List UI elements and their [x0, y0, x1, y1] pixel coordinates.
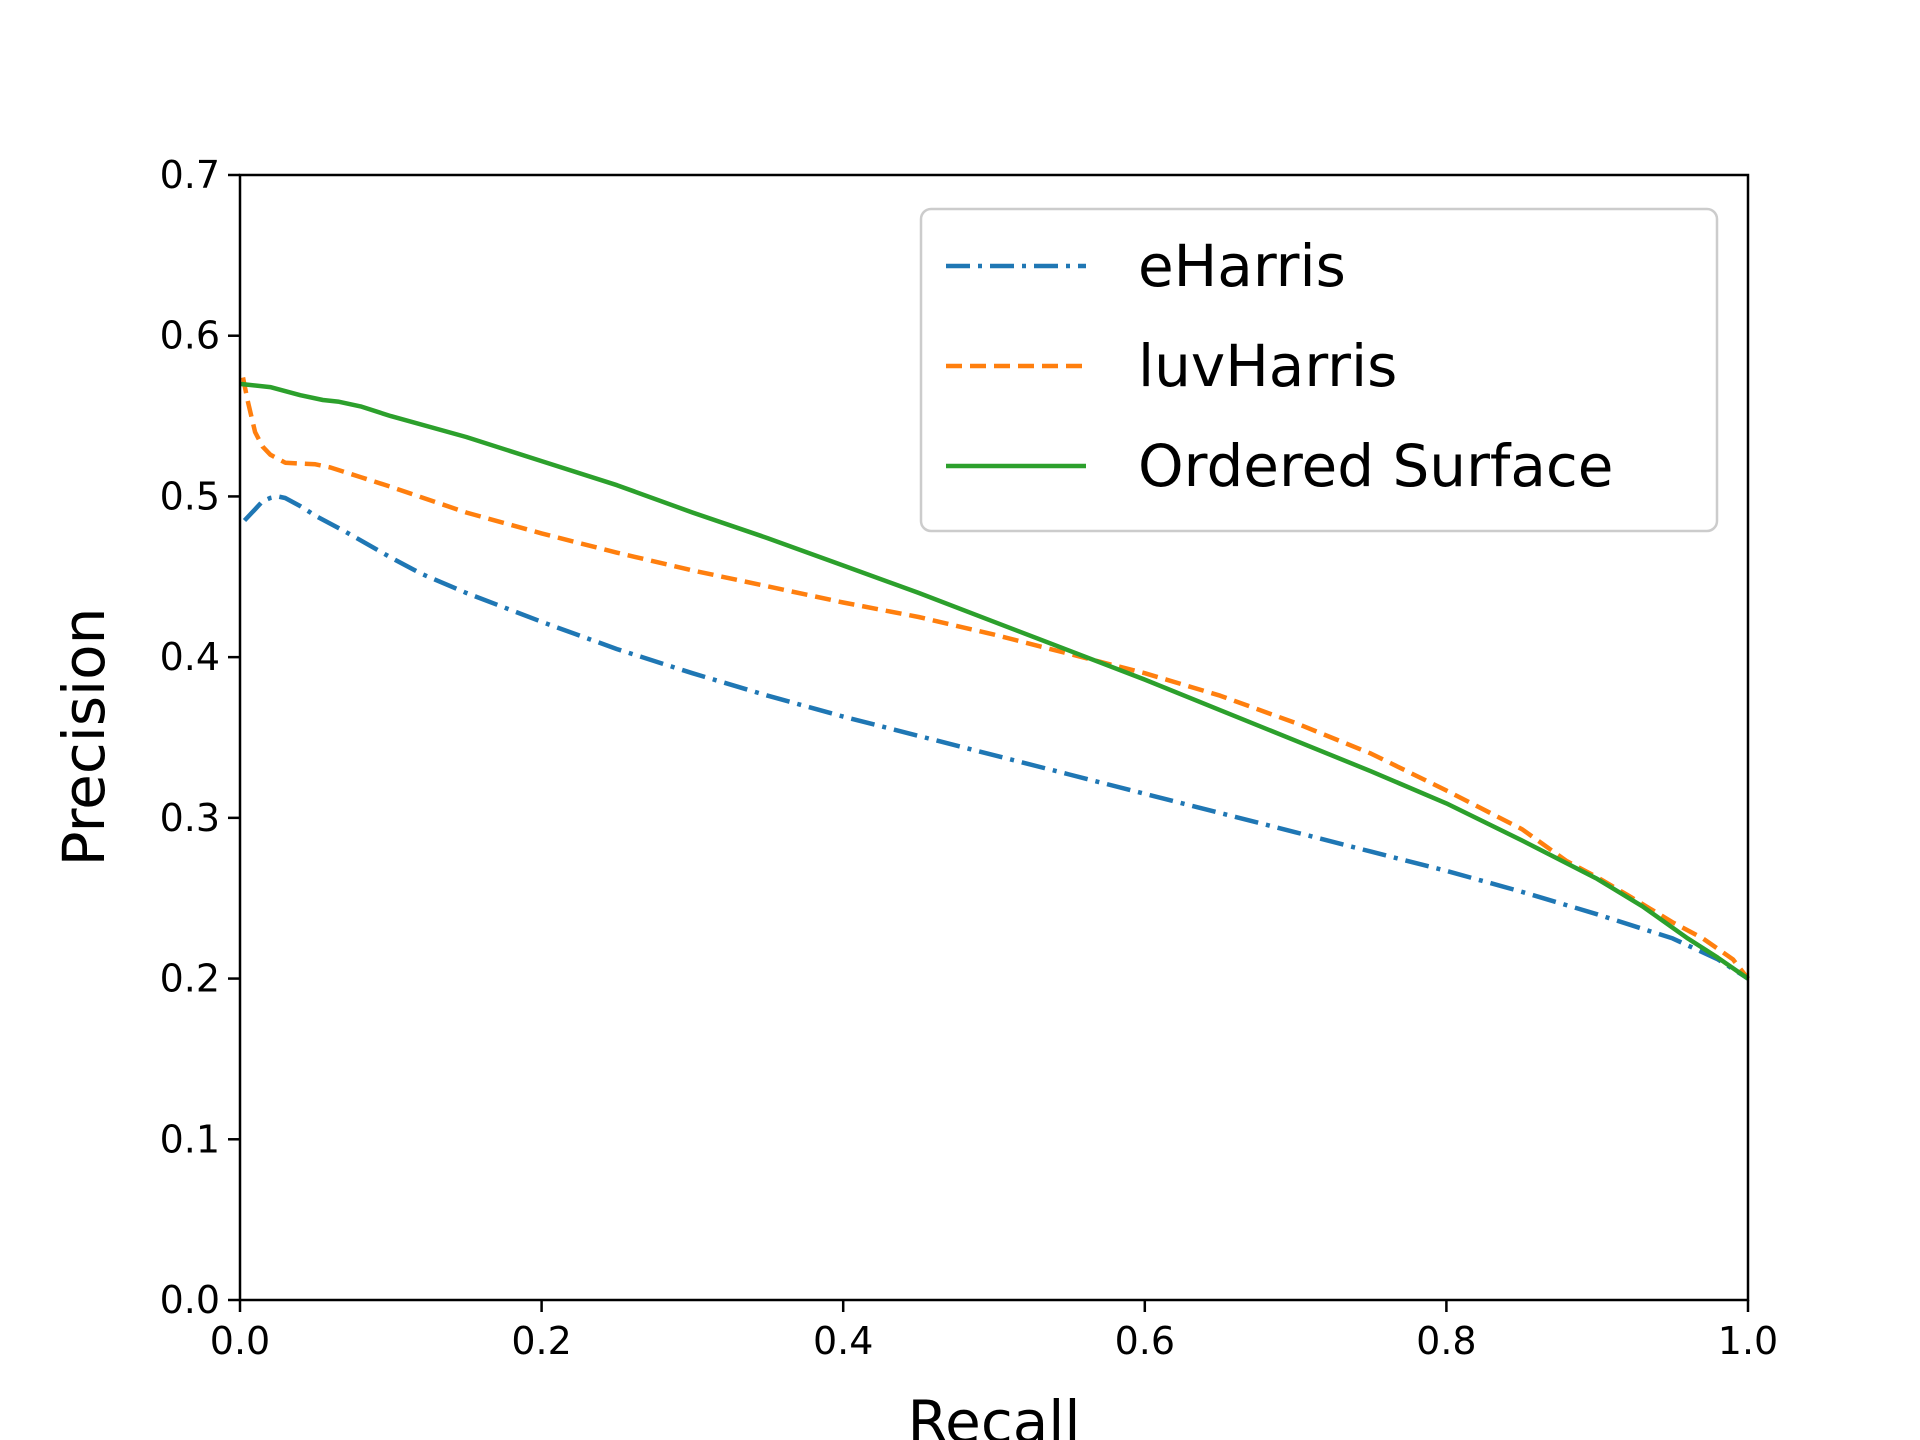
series-layer — [239, 377, 1750, 981]
y-axis-label: Precision — [50, 608, 118, 867]
series-line-eharris — [242, 494, 1750, 981]
x-axis-label: Recall — [907, 1388, 1080, 1440]
x-tick-label: 0.8 — [1416, 1319, 1476, 1363]
y-tick-label: 0.4 — [160, 635, 220, 679]
y-tick-label: 0.6 — [160, 314, 220, 358]
x-tick-label: 0.4 — [813, 1319, 873, 1363]
y-tick-label: 0.7 — [160, 153, 220, 197]
x-tick-label: 0.6 — [1115, 1319, 1175, 1363]
x-tick-label: 1.0 — [1718, 1319, 1778, 1363]
y-tick-label: 0.0 — [160, 1278, 220, 1322]
y-tick-label: 0.2 — [160, 957, 220, 1001]
y-tick-label: 0.3 — [160, 796, 220, 840]
y-tick-label: 0.5 — [160, 474, 220, 518]
legend-label-ordered-surface: Ordered Surface — [1138, 432, 1613, 500]
legend-box — [919, 207, 1719, 533]
legend-label-luvharris: luvHarris — [1138, 332, 1397, 400]
series-line-ordered-surface — [239, 381, 1750, 981]
x-tick-label: 0.0 — [210, 1319, 270, 1363]
legend-label-eharris: eHarris — [1138, 232, 1346, 300]
x-tick-label: 0.2 — [511, 1319, 571, 1363]
legend: eHarris luvHarris Ordered Surface — [919, 207, 1719, 533]
ticks-layer: 0.0 0.2 0.4 0.6 0.8 1.0 0.0 0.1 0.2 0.3 0.4 0.5 0.6 0… — [160, 153, 1779, 1363]
y-tick-label: 0.1 — [160, 1117, 220, 1161]
plot-frame — [238, 173, 1750, 1302]
